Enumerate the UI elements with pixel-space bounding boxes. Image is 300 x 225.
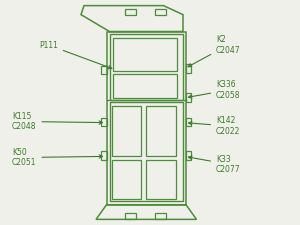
Bar — [146, 106, 176, 156]
Bar — [110, 34, 183, 100]
Bar — [154, 213, 166, 219]
Bar — [101, 118, 106, 126]
Bar — [112, 160, 141, 199]
Text: K50
C2051: K50 C2051 — [12, 148, 103, 167]
Bar — [186, 118, 191, 126]
Text: K336
C2058: K336 C2058 — [188, 80, 241, 100]
Bar — [112, 38, 177, 71]
Bar — [101, 151, 106, 160]
Bar — [124, 213, 136, 219]
Bar — [112, 74, 177, 98]
Bar — [101, 66, 106, 74]
Bar — [106, 32, 186, 205]
Bar — [186, 93, 191, 102]
Bar — [124, 9, 136, 15]
Bar — [110, 102, 183, 201]
Text: K142
C2022: K142 C2022 — [188, 116, 240, 136]
Bar — [154, 9, 166, 15]
Text: K2
C2047: K2 C2047 — [188, 35, 241, 67]
Bar — [186, 151, 191, 160]
Bar — [186, 64, 191, 73]
Bar — [146, 160, 176, 199]
Text: K33
C2077: K33 C2077 — [188, 155, 241, 174]
Bar — [112, 106, 141, 156]
Text: P111: P111 — [39, 40, 112, 69]
Text: K115
C2048: K115 C2048 — [12, 112, 103, 131]
